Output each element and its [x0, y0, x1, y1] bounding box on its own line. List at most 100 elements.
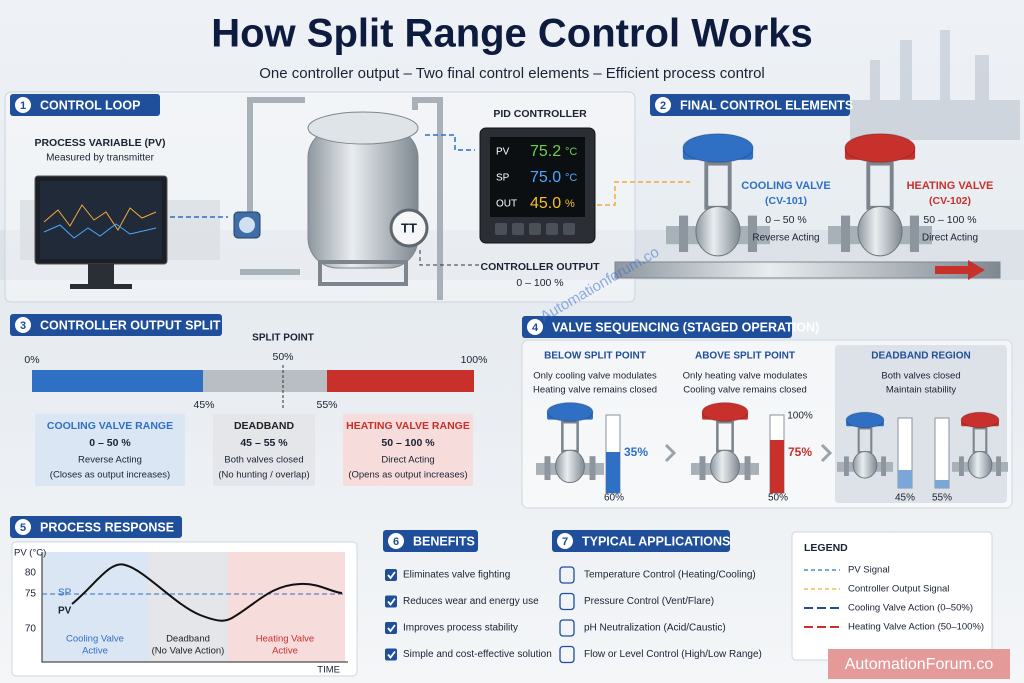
output-title: CONTROLLER OUTPUT: [481, 261, 601, 273]
page-subtitle: One controller output – Two final contro…: [259, 65, 765, 82]
valve-body: [852, 451, 878, 479]
valve-tag: (CV-102): [929, 195, 971, 207]
range-box: [213, 414, 315, 486]
application-item: Temperature Control (Heating/Cooling): [584, 570, 756, 581]
panel-note: Both valves closed: [881, 371, 960, 382]
section-number-badge: [15, 97, 31, 113]
range-note: (Opens as output increases): [348, 470, 467, 481]
section-number: 2: [660, 100, 666, 112]
valve-flange: [841, 215, 851, 252]
application-item: Flow or Level Control (High/Low Range): [584, 649, 762, 660]
split-value: 50%: [272, 351, 293, 363]
legend-item: Heating Valve Action (50–100%): [848, 622, 984, 633]
split-label: SPLIT POINT: [252, 333, 314, 344]
section-number-badge: [388, 533, 404, 549]
panel-title: DEADBAND REGION: [871, 351, 970, 362]
pid-display: [490, 137, 585, 217]
application-item: Pressure Control (Vent/Flare): [584, 596, 714, 607]
page-title: How Split Range Control Works: [211, 12, 813, 56]
panel-title: ABOVE SPLIT POINT: [695, 351, 795, 362]
check-box: [385, 622, 397, 634]
range-box: [343, 414, 473, 486]
valve-name: HEATING VALVE: [907, 180, 994, 192]
section-title: CONTROL LOOP: [40, 98, 140, 112]
valve-actuator: [682, 133, 754, 163]
application-icon: [559, 645, 575, 664]
pid-button: [529, 223, 541, 235]
pid-value: 75.0: [530, 169, 561, 186]
zone-label: Heating Valve: [256, 634, 314, 645]
range-value: 0 – 50 %: [89, 437, 131, 449]
y-tick-label: 80: [25, 568, 37, 579]
scale-top: 100%: [787, 411, 813, 422]
pid-title: PID CONTROLLER: [493, 108, 587, 120]
check-box: [385, 595, 397, 608]
legend-item: PV Signal: [848, 565, 890, 576]
section-title: VALVE SEQUENCING (STAGED OPERATION): [552, 320, 819, 334]
range-title: COOLING VALVE RANGE: [47, 420, 173, 432]
section-title: PROCESS RESPONSE: [40, 520, 174, 534]
application-icon: [559, 592, 575, 611]
section-number-badge: [15, 317, 31, 333]
section-number-badge: [15, 519, 31, 535]
range-note: (Closes as output increases): [50, 470, 170, 481]
pipe: [240, 97, 443, 300]
valve-flange: [844, 456, 849, 476]
legend-title: LEGEND: [804, 542, 848, 554]
axes: [41, 552, 348, 663]
flow-arrow: [935, 260, 985, 280]
application-icon: [559, 566, 575, 584]
gauge-label: 55%: [932, 493, 952, 504]
pid-unit: %: [565, 198, 575, 210]
zone-label: Deadband: [166, 634, 210, 645]
process-pipe: [614, 261, 1001, 279]
y-axis-label: PV (°C): [14, 548, 46, 559]
check-box: [385, 648, 397, 661]
valve-range: 0 – 50 %: [765, 214, 806, 226]
section-number: 3: [20, 320, 26, 332]
benefit-item: Simple and cost-effective solution: [403, 649, 552, 660]
section-number: 4: [532, 322, 539, 334]
section-number-badge: [557, 533, 573, 549]
valve-tag: (CV-101): [765, 195, 807, 207]
pid-button: [546, 223, 558, 235]
section-number: 6: [393, 536, 399, 548]
pv-signal-arrow: [419, 250, 480, 266]
temperature-gauge: [389, 208, 429, 248]
watermark-box: [828, 649, 1010, 679]
section-number-badge: [527, 319, 543, 335]
check-mark: [387, 571, 396, 580]
valve-actuator: [845, 411, 885, 429]
section-header: [10, 94, 160, 116]
gauge-frame: [934, 417, 950, 489]
valve-action: Reverse Acting: [752, 233, 819, 244]
zone-label: Active: [272, 646, 298, 657]
check-mark: [387, 624, 396, 633]
output-range: 0 – 100 %: [516, 277, 563, 289]
deadband-end: 55%: [316, 399, 337, 411]
legend-item: Cooling Valve Action (0–50%): [848, 603, 973, 614]
y-tick-label: 70: [25, 624, 37, 635]
valve-actuator: [701, 402, 749, 422]
pid-unit: °C: [565, 146, 577, 158]
valve-flange: [996, 456, 1001, 476]
trend-line: [43, 223, 157, 239]
check-box: [385, 569, 397, 581]
cooling-zone: [42, 552, 148, 662]
valve-flange: [959, 456, 964, 476]
y-tick-label: 75: [25, 589, 37, 600]
pv-title: PROCESS VARIABLE (PV): [34, 137, 165, 149]
range-value: 50 – 100 %: [381, 437, 435, 449]
valve-flange: [747, 215, 757, 252]
valve-range: 50 – 100 %: [923, 214, 976, 226]
section-header: [383, 530, 478, 552]
transmitter-face: [239, 217, 255, 233]
tank-top: [307, 111, 419, 145]
valve-body: [555, 449, 585, 484]
pid-label: PV: [496, 147, 510, 158]
range-value: 45 – 55 %: [240, 437, 288, 449]
section-title: FINAL CONTROL ELEMENTS: [680, 98, 853, 112]
section-title: BENEFITS: [413, 534, 475, 548]
range-title: DEADBAND: [234, 420, 295, 432]
valve-action: Direct Acting: [922, 233, 978, 244]
